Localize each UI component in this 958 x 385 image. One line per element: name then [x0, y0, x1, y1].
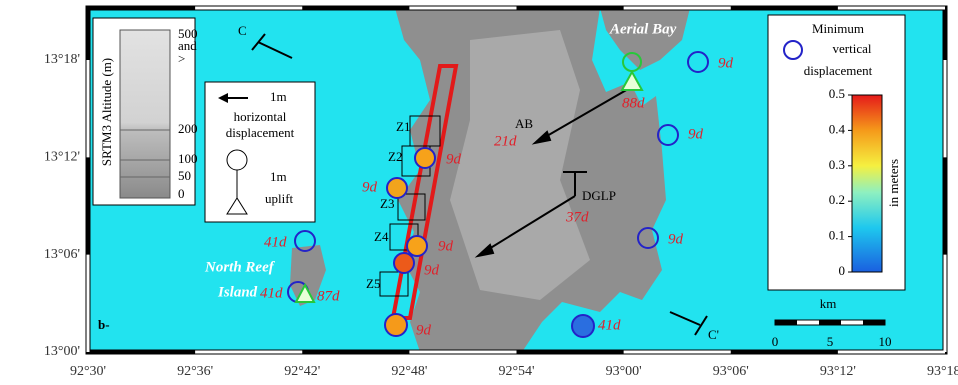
scale-tick-label: 10 [879, 334, 892, 349]
altitude-bar [120, 30, 170, 198]
legend-label: > [178, 51, 185, 66]
station-label: 9d [438, 238, 454, 254]
altitude-tick-label: 200 [178, 121, 198, 136]
scale-bar [775, 320, 797, 325]
station-label: 9d [416, 322, 432, 338]
legend-text: 1m [270, 89, 287, 104]
legend-text: uplift [265, 191, 294, 206]
station-label: 9d [446, 151, 462, 167]
station-label: 9d [362, 179, 378, 195]
altitude-tick-label: 500 [178, 26, 198, 41]
station-label: 9d [688, 126, 704, 142]
lon-tick-label: 93°12' [820, 364, 856, 379]
colorbar-label: in meters [886, 159, 901, 207]
colorbar-tick-label: 0 [839, 263, 846, 278]
displacement-legend [205, 82, 315, 222]
map-figure: Z1 Z2 Z3 Z4 Z5 9d 9d 9d 41d 9d 9d 9d 9d … [0, 0, 958, 385]
station-label: 41d [264, 234, 287, 250]
scale-unit: km [820, 296, 837, 311]
legend-title: SRTM3 Altitude (m) [99, 58, 114, 166]
lon-tick-label: 92°30' [70, 364, 106, 379]
colorbar-tick-label: 0.3 [829, 157, 845, 172]
place-label: North Reef [204, 259, 276, 275]
lat-tick-label: 13°06' [44, 247, 80, 262]
colorbar-tick-label: 0.2 [829, 192, 845, 207]
station-label: 41d [260, 285, 283, 301]
lon-tick-label: 93°18' [927, 364, 958, 379]
station-label: 87d [317, 288, 340, 304]
colorbar [852, 95, 882, 272]
scale-tick-label: 0 [772, 334, 779, 349]
colorbar-tick-label: 0.4 [829, 121, 846, 136]
zone-label: Z4 [374, 229, 389, 244]
altitude-tick-label: 0 [178, 186, 185, 201]
section-label: C [238, 23, 247, 38]
legend-title: Minimum [812, 21, 864, 36]
zone-label: Z2 [388, 149, 402, 164]
lon-tick-label: 93°00' [606, 364, 642, 379]
zone-label: Z1 [396, 119, 410, 134]
station-label: 41d [598, 317, 621, 333]
station-label: 37d [565, 209, 589, 225]
legend-title: vertical [833, 41, 872, 56]
color-legend [768, 15, 905, 290]
place-label: AB [515, 116, 533, 131]
scale-tick-label: 5 [827, 334, 834, 349]
scale-bar [863, 320, 885, 325]
zone-label: Z3 [380, 196, 394, 211]
section-label: C' [708, 327, 719, 342]
place-label: Aerial Bay [609, 21, 677, 37]
lat-tick-label: 13°18' [44, 52, 80, 67]
colorbar-tick-label: 0.1 [829, 228, 845, 243]
lon-tick-label: 92°42' [284, 364, 320, 379]
lon-tick-label: 92°36' [177, 364, 213, 379]
station-label: 9d [668, 231, 684, 247]
lon-tick-label: 92°54' [498, 364, 534, 379]
zone-label: Z5 [366, 276, 380, 291]
colorbar-tick-label: 0.5 [829, 86, 845, 101]
station-label: 9d [424, 262, 440, 278]
place-label: DGLP [582, 188, 616, 203]
legend-text: 1m [270, 169, 287, 184]
lat-tick-label: 13°00' [44, 344, 80, 359]
panel-label: b- [98, 317, 110, 332]
scale-bar [819, 320, 841, 325]
station-label: 21d [494, 133, 517, 149]
legend-title: displacement [804, 63, 873, 78]
place-label: Island [217, 284, 258, 300]
station-label: 88d [622, 95, 645, 111]
lat-tick-label: 13°12' [44, 150, 80, 165]
altitude-tick-label: 100 [178, 151, 198, 166]
legend-text: displacement [226, 125, 295, 140]
lon-tick-label: 93°06' [713, 364, 749, 379]
altitude-tick-label: 50 [178, 168, 191, 183]
station-label: 9d [718, 55, 734, 71]
lon-tick-label: 92°48' [391, 364, 427, 379]
legend-text: horizontal [234, 109, 287, 124]
